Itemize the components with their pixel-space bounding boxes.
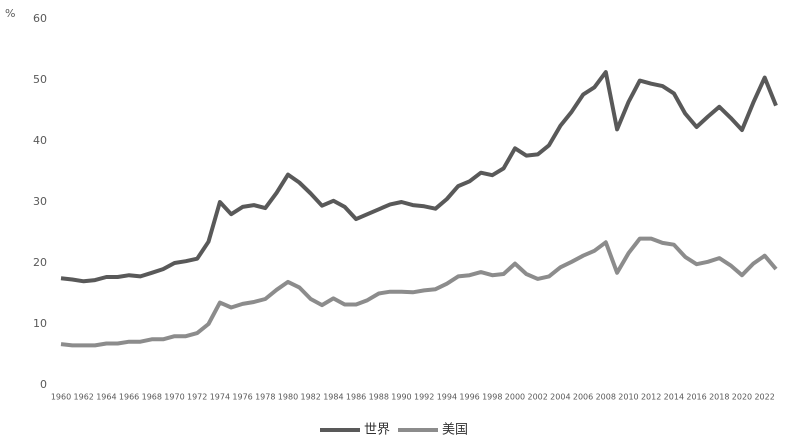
x-tick-label: 1998 [482, 393, 502, 402]
x-tick-label: 2004 [550, 393, 570, 402]
x-tick-label: 1990 [391, 393, 411, 402]
y-tick-label: 60 [33, 12, 47, 25]
series-line [60, 70, 778, 284]
x-tick-label: 1974 [210, 393, 230, 402]
x-tick-label: 1982 [301, 393, 321, 402]
x-tick-label: 1992 [414, 393, 434, 402]
x-tick-label: 1972 [187, 393, 207, 402]
x-tick-label: 2016 [686, 393, 706, 402]
x-tick-label: 1968 [142, 393, 162, 402]
x-tick-label: 1984 [323, 393, 343, 402]
x-tick-label: 1962 [74, 393, 94, 402]
x-tick-label: 1996 [459, 393, 479, 402]
x-tick-label: 2018 [709, 393, 729, 402]
x-tick-label: 1986 [346, 393, 366, 402]
y-tick-label: 0 [40, 378, 47, 391]
y-tick-label: 30 [33, 195, 47, 208]
x-tick-label: 1966 [119, 393, 139, 402]
x-tick-label: 2022 [754, 393, 774, 402]
x-tick-label: 1994 [437, 393, 457, 402]
x-tick-label: 2008 [596, 393, 616, 402]
x-tick-label: 1988 [369, 393, 389, 402]
y-tick-label: 50 [33, 73, 47, 86]
x-tick-label: 2012 [641, 393, 661, 402]
x-tick-label: 2014 [664, 393, 684, 402]
y-tick-label: 20 [33, 256, 47, 269]
series-line [60, 236, 778, 348]
x-tick-label: 1970 [164, 393, 184, 402]
x-tick-label: 1964 [96, 393, 116, 402]
y-tick-label: 10 [33, 317, 47, 330]
x-tick-label: 1960 [51, 393, 71, 402]
y-tick-label: 40 [33, 134, 47, 147]
legend-label: 世界 [364, 423, 390, 438]
x-tick-label: 1976 [232, 393, 252, 402]
x-tick-label: 1978 [255, 393, 275, 402]
legend-label: 美国 [442, 423, 468, 438]
x-tick-label: 2006 [573, 393, 593, 402]
x-tick-label: 2010 [618, 393, 638, 402]
y-unit: % [5, 7, 15, 20]
x-tick-label: 2002 [527, 393, 547, 402]
x-tick-label: 2000 [505, 393, 525, 402]
x-tick-label: 2020 [732, 393, 752, 402]
x-tick-label: 1980 [278, 393, 298, 402]
